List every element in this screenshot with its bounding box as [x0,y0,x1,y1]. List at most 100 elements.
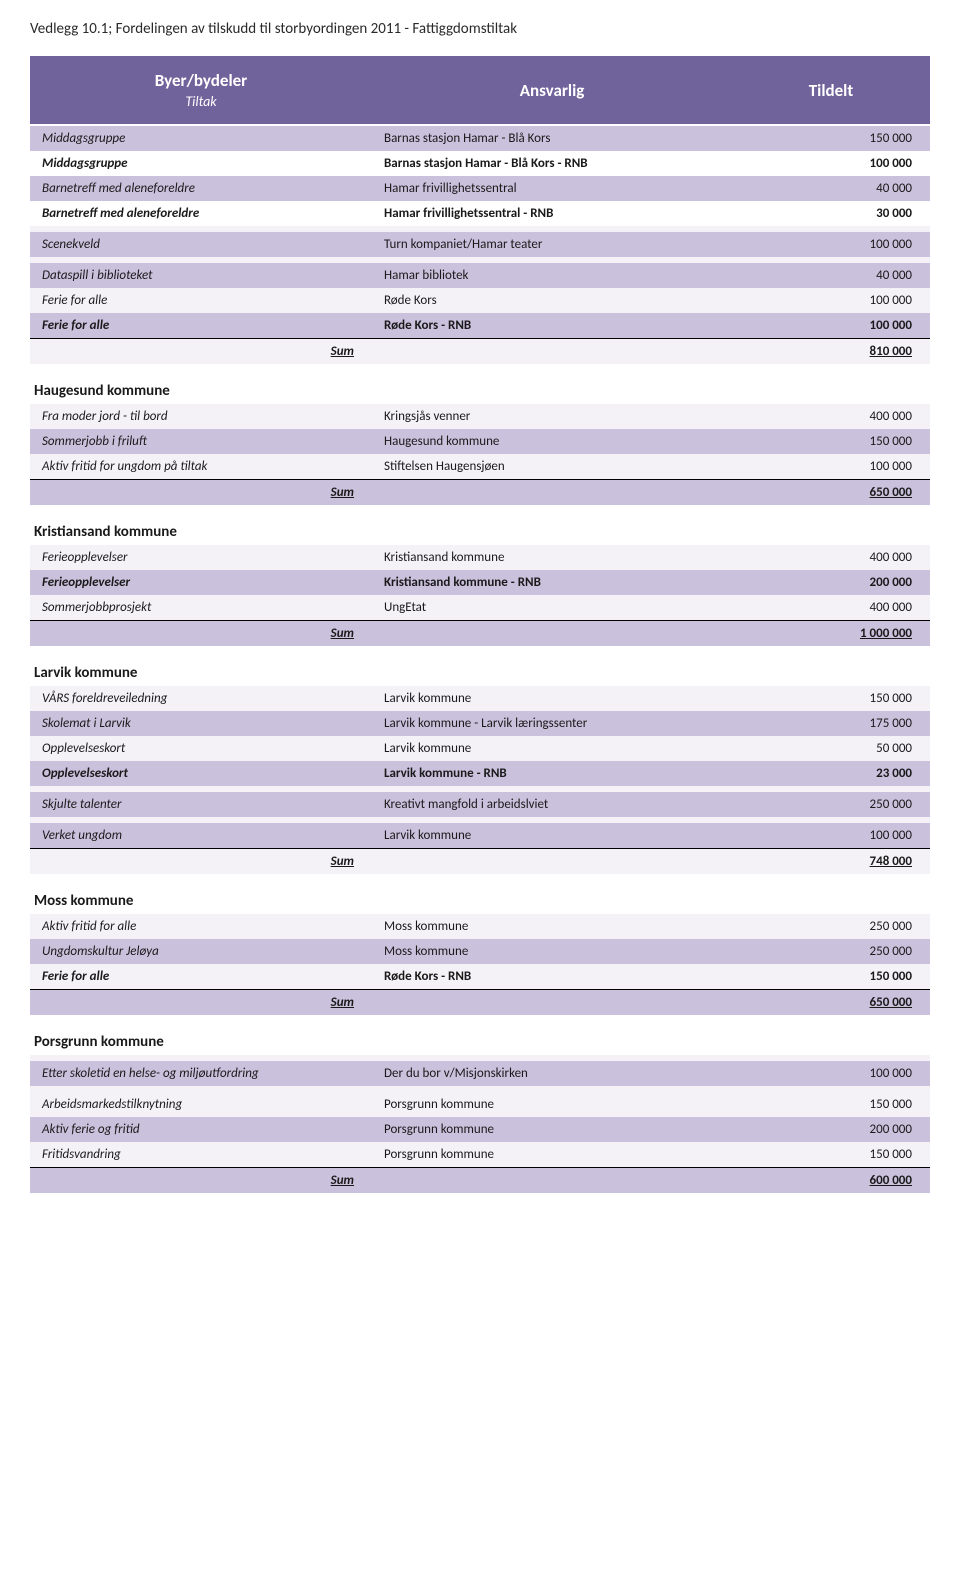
cell-ansvarlig: Hamar frivillighetssentral - RNB [372,201,732,226]
section-name: Kristiansand kommune [30,515,930,545]
table-row: Ungdomskultur JeløyaMoss kommune250 000 [30,939,930,964]
cell-ansvarlig: Kristiansand kommune - RNB [372,570,732,595]
sum-row: Sum1 000 000 [30,621,930,647]
cell-tildelt: 100 000 [732,1061,930,1086]
table-row: VÅRS foreldreveiledningLarvik kommune150… [30,686,930,711]
cell-tildelt: 40 000 [732,176,930,201]
sum-spacer [372,849,732,875]
table-row: Etter skoletid en helse- og miljøutfordr… [30,1061,930,1086]
cell-tildelt: 150 000 [732,686,930,711]
col-header-tildelt: Tildelt [732,56,930,125]
section-header: Haugesund kommune [30,374,930,404]
cell-tildelt: 175 000 [732,711,930,736]
cell-ansvarlig: UngEtat [372,595,732,621]
table-row: ScenekveldTurn kompaniet/Hamar teater100… [30,232,930,257]
allocation-table: Byer/bydeler Tiltak Ansvarlig Tildelt Mi… [30,56,930,1193]
cell-tiltak: VÅRS foreldreveiledning [30,686,372,711]
table-row: Barnetreff med aleneforeldreHamar frivil… [30,176,930,201]
table-row: Aktiv ferie og fritidPorsgrunn kommune20… [30,1117,930,1142]
table-row: SommerjobbprosjektUngEtat400 000 [30,595,930,621]
cell-tiltak: Aktiv fritid for alle [30,914,372,939]
table-header: Byer/bydeler Tiltak Ansvarlig Tildelt [30,56,930,125]
table-row: Barnetreff med aleneforeldreHamar frivil… [30,201,930,226]
table-row: Sommerjobb i friluftHaugesund kommune150… [30,429,930,454]
cell-tildelt: 250 000 [732,792,930,817]
cell-ansvarlig: Barnas stasjon Hamar - Blå Kors - RNB [372,151,732,176]
section-header: Moss kommune [30,884,930,914]
cell-tiltak: Ferie for alle [30,313,372,339]
cell-tiltak: Opplevelseskort [30,736,372,761]
cell-tildelt: 40 000 [732,263,930,288]
cell-tildelt: 150 000 [732,1092,930,1117]
cell-tiltak: Arbeidsmarkedstilknytning [30,1092,372,1117]
col-header-ansvarlig: Ansvarlig [372,56,732,125]
section-header: Kristiansand kommune [30,515,930,545]
cell-tiltak: Aktiv fritid for ungdom på tiltak [30,454,372,480]
cell-ansvarlig: Larvik kommune - Larvik læringssenter [372,711,732,736]
cell-ansvarlig: Larvik kommune [372,736,732,761]
col-header-byer: Byer/bydeler Tiltak [30,56,372,125]
cell-tiltak: Ferieopplevelser [30,545,372,570]
cell-tildelt: 250 000 [732,914,930,939]
sum-value: 600 000 [732,1168,930,1194]
sum-spacer [372,621,732,647]
cell-ansvarlig: Moss kommune [372,914,732,939]
sum-label: Sum [30,849,372,875]
cell-ansvarlig: Porsgrunn kommune [372,1092,732,1117]
sum-spacer [372,480,732,506]
cell-ansvarlig: Larvik kommune - RNB [372,761,732,786]
cell-ansvarlig: Hamar bibliotek [372,263,732,288]
cell-tildelt: 200 000 [732,570,930,595]
cell-tiltak: Middagsgruppe [30,125,372,151]
cell-tiltak: Barnetreff med aleneforeldre [30,176,372,201]
cell-tiltak: Barnetreff med aleneforeldre [30,201,372,226]
sum-row: Sum600 000 [30,1168,930,1194]
cell-ansvarlig: Der du bor v/Misjonskirken [372,1061,732,1086]
section-name: Haugesund kommune [30,374,930,404]
table-row: Aktiv fritid for alleMoss kommune250 000 [30,914,930,939]
section-name: Larvik kommune [30,656,930,686]
cell-ansvarlig: Stiftelsen Haugensjøen [372,454,732,480]
cell-tiltak: Middagsgruppe [30,151,372,176]
cell-tiltak: Etter skoletid en helse- og miljøutfordr… [30,1061,372,1086]
table-row: Dataspill i biblioteketHamar bibliotek40… [30,263,930,288]
cell-ansvarlig: Turn kompaniet/Hamar teater [372,232,732,257]
section-name: Porsgrunn kommune [30,1025,930,1055]
sum-row: Sum810 000 [30,339,930,365]
sum-spacer [372,1168,732,1194]
cell-tildelt: 150 000 [732,125,930,151]
cell-tildelt: 400 000 [732,545,930,570]
section-header: Larvik kommune [30,656,930,686]
sum-spacer [372,339,732,365]
cell-ansvarlig: Hamar frivillighetssentral [372,176,732,201]
table-row: Aktiv fritid for ungdom på tiltakStiftel… [30,454,930,480]
table-row: MiddagsgruppeBarnas stasjon Hamar - Blå … [30,151,930,176]
cell-tildelt: 150 000 [732,1142,930,1168]
sum-value: 810 000 [732,339,930,365]
cell-ansvarlig: Porsgrunn kommune [372,1117,732,1142]
cell-tiltak: Scenekveld [30,232,372,257]
sum-row: Sum650 000 [30,990,930,1016]
page-title: Vedlegg 10.1; Fordelingen av tilskudd ti… [30,20,930,38]
sum-spacer [372,990,732,1016]
table-row: Ferie for alleRøde Kors100 000 [30,288,930,313]
cell-tiltak: Ferieopplevelser [30,570,372,595]
sum-row: Sum650 000 [30,480,930,506]
cell-tildelt: 400 000 [732,404,930,429]
cell-ansvarlig: Haugesund kommune [372,429,732,454]
cell-tildelt: 50 000 [732,736,930,761]
sum-label: Sum [30,480,372,506]
cell-ansvarlig: Barnas stasjon Hamar - Blå Kors [372,125,732,151]
cell-tiltak: Sommerjobb i friluft [30,429,372,454]
cell-tildelt: 100 000 [732,454,930,480]
cell-tiltak: Ferie for alle [30,288,372,313]
cell-tiltak: Ferie for alle [30,964,372,990]
cell-ansvarlig: Larvik kommune [372,686,732,711]
cell-tiltak: Sommerjobbprosjekt [30,595,372,621]
table-row: Ferie for alleRøde Kors - RNB150 000 [30,964,930,990]
cell-tiltak: Opplevelseskort [30,761,372,786]
sum-value: 1 000 000 [732,621,930,647]
cell-tildelt: 23 000 [732,761,930,786]
table-row: Verket ungdomLarvik kommune100 000 [30,823,930,849]
cell-tiltak: Fritidsvandring [30,1142,372,1168]
